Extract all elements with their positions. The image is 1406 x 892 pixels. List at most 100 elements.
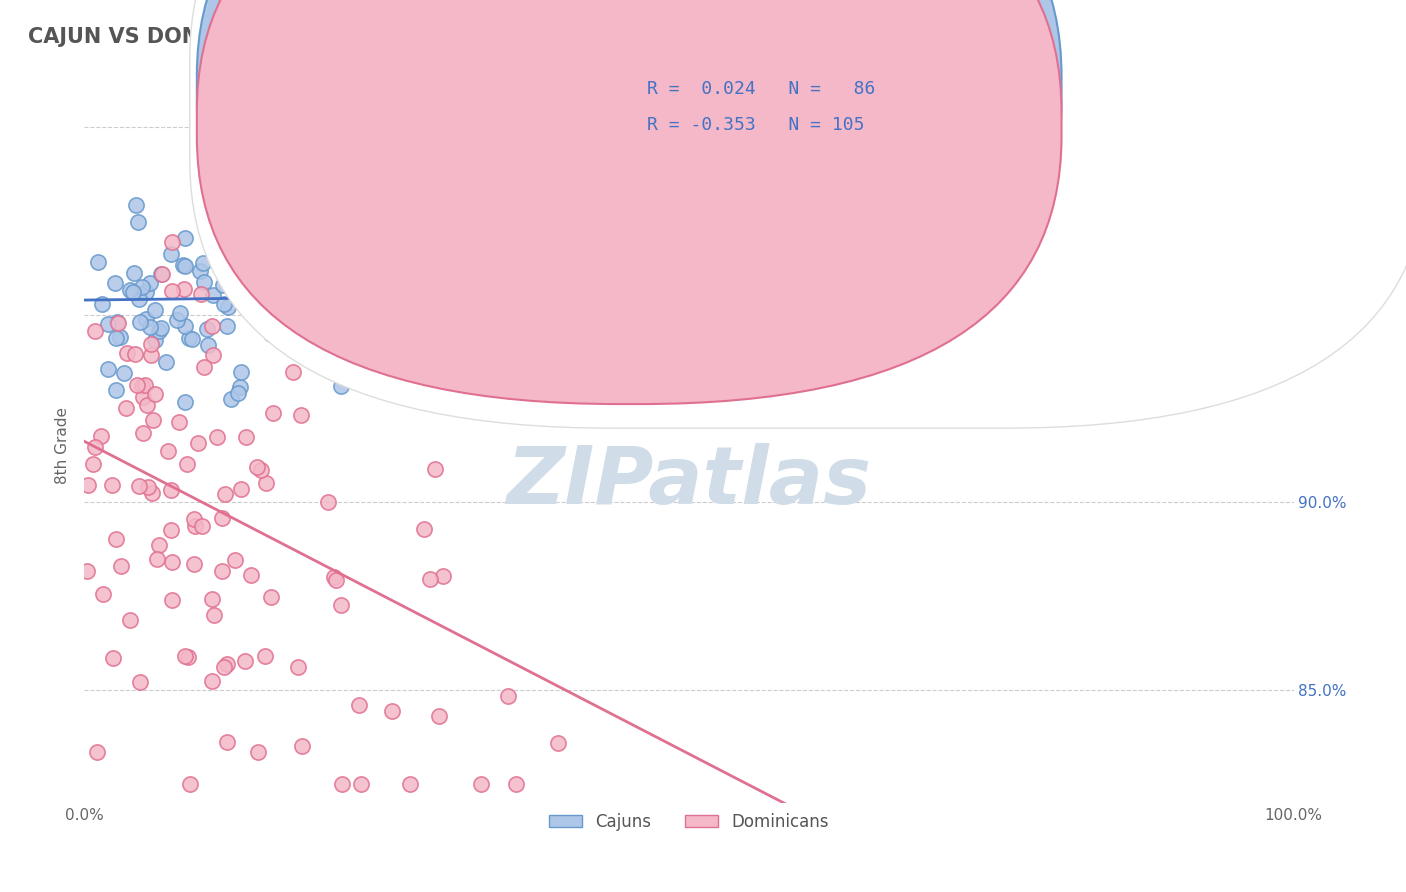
Dominicans bbox=[125, 378, 148, 392]
Text: ZIPatlas: ZIPatlas bbox=[506, 442, 872, 521]
Dominicans bbox=[160, 284, 183, 298]
Dominicans bbox=[131, 378, 153, 392]
Cajuns bbox=[212, 252, 235, 266]
Dominicans bbox=[418, 345, 440, 359]
Dominicans bbox=[214, 487, 236, 501]
Dominicans bbox=[82, 457, 104, 471]
Cajuns bbox=[129, 315, 152, 329]
Dominicans bbox=[101, 478, 124, 492]
Dominicans bbox=[139, 348, 162, 362]
Dominicans bbox=[91, 587, 114, 601]
Cajuns bbox=[212, 265, 235, 279]
Cajuns bbox=[301, 217, 323, 231]
Dominicans bbox=[134, 377, 156, 392]
Cajuns bbox=[160, 246, 183, 260]
Cajuns bbox=[128, 292, 150, 306]
Cajuns bbox=[285, 244, 308, 259]
Cajuns bbox=[231, 365, 253, 379]
Cajuns bbox=[212, 297, 235, 311]
Dominicans bbox=[301, 201, 323, 215]
Cajuns bbox=[87, 255, 110, 269]
Dominicans bbox=[76, 565, 98, 579]
Cajuns bbox=[472, 297, 495, 311]
Cajuns bbox=[212, 277, 235, 292]
Dominicans bbox=[90, 428, 112, 442]
Dominicans bbox=[330, 777, 353, 791]
Dominicans bbox=[250, 463, 273, 477]
Dominicans bbox=[389, 367, 412, 381]
Cajuns bbox=[177, 330, 200, 344]
Dominicans bbox=[413, 522, 436, 536]
Cajuns bbox=[205, 248, 228, 262]
Cajuns bbox=[173, 259, 195, 273]
Dominicans bbox=[429, 708, 451, 723]
Cajuns bbox=[232, 272, 254, 286]
Dominicans bbox=[135, 398, 157, 412]
Cajuns bbox=[335, 298, 357, 312]
Dominicans bbox=[160, 555, 183, 569]
Dominicans bbox=[290, 408, 312, 422]
Cajuns bbox=[122, 266, 145, 280]
Cajuns bbox=[105, 331, 128, 345]
Dominicans bbox=[173, 282, 195, 296]
Cajuns bbox=[329, 379, 352, 393]
Cajuns bbox=[284, 238, 307, 252]
Dominicans bbox=[124, 347, 146, 361]
Dominicans bbox=[176, 457, 198, 471]
Dominicans bbox=[399, 777, 422, 791]
Cajuns bbox=[277, 319, 299, 334]
Dominicans bbox=[256, 476, 278, 491]
Cajuns bbox=[201, 220, 224, 235]
Dominicans bbox=[146, 551, 169, 566]
Dominicans bbox=[323, 570, 346, 584]
Cajuns bbox=[107, 315, 129, 329]
Dominicans bbox=[187, 436, 209, 450]
Dominicans bbox=[136, 480, 159, 494]
Dominicans bbox=[211, 564, 233, 578]
Dominicans bbox=[287, 660, 309, 674]
Cajuns bbox=[221, 392, 243, 406]
Cajuns bbox=[127, 215, 149, 229]
Dominicans bbox=[191, 519, 214, 533]
Cajuns bbox=[260, 327, 283, 342]
Dominicans bbox=[143, 387, 166, 401]
Dominicans bbox=[264, 201, 287, 215]
Cajuns bbox=[274, 269, 297, 284]
Cajuns bbox=[240, 261, 263, 276]
Cajuns bbox=[308, 234, 330, 248]
Cajuns bbox=[145, 303, 167, 318]
Dominicans bbox=[498, 689, 520, 703]
Cajuns bbox=[104, 383, 127, 397]
Cajuns bbox=[321, 272, 343, 286]
Cajuns bbox=[155, 354, 177, 368]
Dominicans bbox=[103, 651, 125, 665]
Cajuns bbox=[249, 255, 271, 269]
Cajuns bbox=[357, 259, 380, 273]
Dominicans bbox=[120, 614, 142, 628]
Dominicans bbox=[190, 287, 212, 301]
Cajuns bbox=[145, 333, 167, 347]
Cajuns bbox=[197, 338, 219, 352]
Dominicans bbox=[160, 235, 183, 249]
Dominicans bbox=[83, 324, 105, 338]
Dominicans bbox=[325, 574, 347, 588]
Dominicans bbox=[156, 444, 179, 458]
Dominicans bbox=[150, 267, 173, 281]
Dominicans bbox=[132, 426, 155, 441]
Cajuns bbox=[131, 279, 153, 293]
Cajuns bbox=[118, 283, 141, 297]
Y-axis label: 8th Grade: 8th Grade bbox=[55, 408, 70, 484]
Dominicans bbox=[115, 346, 138, 360]
Dominicans bbox=[201, 673, 224, 688]
Cajuns bbox=[139, 320, 162, 334]
Dominicans bbox=[77, 478, 100, 492]
Cajuns bbox=[135, 311, 157, 326]
Dominicans bbox=[201, 592, 224, 607]
Dominicans bbox=[179, 777, 201, 791]
Dominicans bbox=[183, 518, 205, 533]
Dominicans bbox=[349, 777, 371, 791]
Cajuns bbox=[108, 329, 131, 343]
Cajuns bbox=[229, 380, 252, 394]
Cajuns bbox=[195, 322, 218, 336]
Dominicans bbox=[104, 532, 127, 546]
